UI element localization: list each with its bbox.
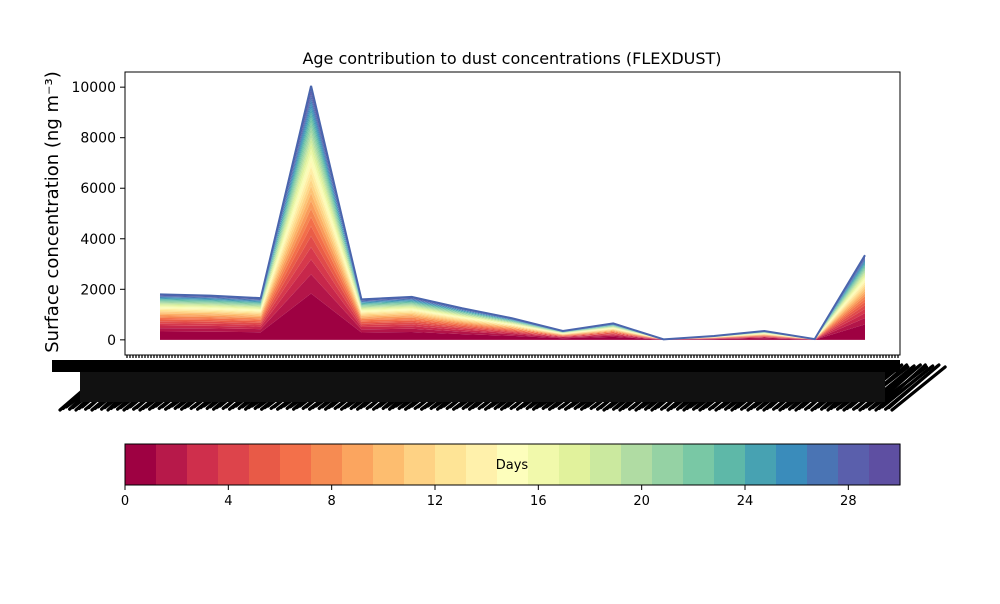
colorbar-segment: [714, 444, 746, 485]
total-line: [159, 85, 866, 341]
colorbar-tick-label: 12: [427, 494, 444, 509]
colorbar-segment: [156, 444, 188, 485]
colorbar-segment: [838, 444, 870, 485]
x-tick-label-glyph: [887, 364, 940, 410]
chart-title: Age contribution to dust concentrations …: [302, 49, 721, 68]
colorbar-segment: [435, 444, 467, 485]
plot-frame: [124, 71, 901, 356]
y-tick-label: 10000: [71, 80, 116, 96]
colorbar-segment: [745, 444, 777, 485]
colorbar-segment: [652, 444, 684, 485]
x-tick-label-glyph: [52, 360, 900, 372]
y-tick-label: 4000: [80, 232, 116, 248]
x-tick-labels: [52, 360, 947, 412]
area-layers: [159, 85, 866, 341]
colorbar-label: Days: [496, 458, 529, 473]
colorbar-segment: [807, 444, 839, 485]
colorbar-segment: [869, 444, 901, 485]
y-tick-label: 2000: [80, 282, 116, 298]
colorbar-segment: [528, 444, 560, 485]
y-tick-label: 0: [107, 333, 116, 349]
colorbar-frame: [124, 443, 901, 486]
colorbar-segment: [404, 444, 436, 485]
x-tick-label-glyph: [890, 365, 947, 412]
colorbar-tick-label: 8: [328, 494, 336, 509]
colorbar: 0 4 8 12 16 20 24 28: [121, 443, 901, 509]
y-axis: 0 2000 4000 6000 8000 10000: [71, 80, 125, 349]
colorbar-tick-label: 28: [840, 494, 857, 509]
colorbar-tick-label: 0: [121, 494, 129, 509]
colorbar-tick-label: 24: [737, 494, 754, 509]
x-tick-label-glyph: [880, 365, 934, 409]
colorbar-segment: [187, 444, 219, 485]
colorbar-segment: [125, 444, 157, 485]
colorbar-segment: [311, 444, 343, 485]
y-axis-label: Surface concentration (ng m⁻³): [42, 71, 63, 353]
colorbar-tick-label: 20: [633, 494, 650, 509]
colorbar-segment: [249, 444, 281, 485]
colorbar-segment: [559, 444, 591, 485]
colorbar-tick-label: 4: [224, 494, 232, 509]
colorbar-segment: [683, 444, 715, 485]
age-layer-0: [160, 293, 865, 340]
colorbar-segment: [280, 444, 312, 485]
y-tick-label: 8000: [80, 131, 116, 147]
x-tick-label-glyph: [80, 372, 885, 402]
y-tick-label: 6000: [80, 181, 116, 197]
colorbar-segment: [466, 444, 498, 485]
colorbar-segment: [342, 444, 374, 485]
colorbar-segment: [497, 444, 529, 485]
colorbar-segment: [218, 444, 250, 485]
colorbar-segment: [373, 444, 405, 485]
colorbar-segment: [776, 444, 808, 485]
colorbar-tick-label: 16: [530, 494, 547, 509]
colorbar-segment: [590, 444, 622, 485]
colorbar-segment: [621, 444, 653, 485]
